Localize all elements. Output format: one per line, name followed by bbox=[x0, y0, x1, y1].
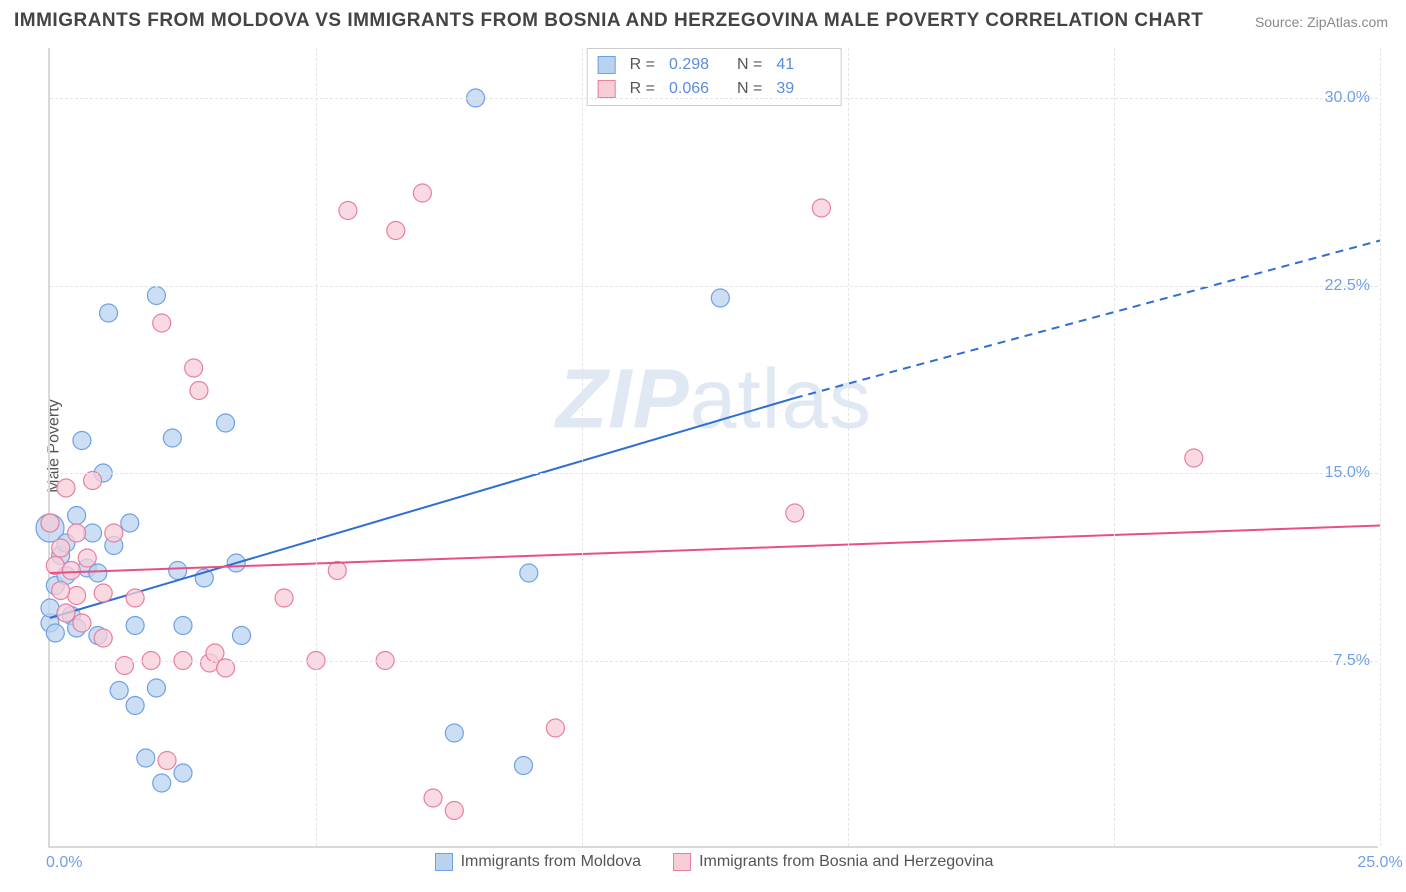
gridline-vertical bbox=[1114, 48, 1115, 846]
gridline-horizontal bbox=[50, 98, 1378, 99]
data-point-moldova bbox=[41, 599, 59, 617]
data-point-bosnia bbox=[68, 524, 86, 542]
data-point-bosnia bbox=[445, 802, 463, 820]
data-point-moldova bbox=[147, 679, 165, 697]
data-point-moldova bbox=[73, 432, 91, 450]
gridline-horizontal bbox=[50, 661, 1378, 662]
data-point-moldova bbox=[520, 564, 538, 582]
data-point-bosnia bbox=[73, 614, 91, 632]
data-point-moldova bbox=[174, 764, 192, 782]
data-point-moldova bbox=[153, 774, 171, 792]
data-point-bosnia bbox=[126, 589, 144, 607]
data-point-moldova bbox=[514, 757, 532, 775]
data-point-bosnia bbox=[105, 524, 123, 542]
gridline-horizontal bbox=[50, 473, 1378, 474]
data-point-bosnia bbox=[84, 472, 102, 490]
data-point-moldova bbox=[84, 524, 102, 542]
data-point-bosnia bbox=[546, 719, 564, 737]
legend-r-label: R = bbox=[630, 53, 655, 77]
series-legend: Immigrants from Moldova Immigrants from B… bbox=[50, 853, 1378, 876]
correlation-legend-row: R = 0.298 N = 41 bbox=[598, 53, 831, 77]
data-point-moldova bbox=[217, 414, 235, 432]
data-point-moldova bbox=[46, 624, 64, 642]
data-point-bosnia bbox=[217, 659, 235, 677]
data-point-bosnia bbox=[78, 549, 96, 567]
data-point-moldova bbox=[163, 429, 181, 447]
source-label: Source: bbox=[1255, 14, 1303, 30]
trendline-moldova bbox=[50, 398, 795, 618]
legend-swatch-bosnia bbox=[598, 80, 616, 98]
gridline-vertical bbox=[1380, 48, 1381, 846]
data-point-bosnia bbox=[339, 202, 357, 220]
data-point-moldova bbox=[233, 627, 251, 645]
data-point-moldova bbox=[174, 617, 192, 635]
data-point-moldova bbox=[68, 507, 86, 525]
data-point-bosnia bbox=[153, 314, 171, 332]
data-point-bosnia bbox=[94, 584, 112, 602]
series-legend-item-bosnia: Immigrants from Bosnia and Herzegovina bbox=[673, 853, 993, 871]
series-legend-label: Immigrants from Bosnia and Herzegovina bbox=[699, 853, 993, 871]
data-point-bosnia bbox=[158, 752, 176, 770]
data-point-bosnia bbox=[94, 629, 112, 647]
data-point-moldova bbox=[110, 682, 128, 700]
legend-n-value: 41 bbox=[776, 53, 830, 77]
gridline-vertical bbox=[582, 48, 583, 846]
data-point-bosnia bbox=[275, 589, 293, 607]
gridline-vertical bbox=[316, 48, 317, 846]
data-point-bosnia bbox=[812, 199, 830, 217]
data-point-bosnia bbox=[41, 514, 59, 532]
data-point-bosnia bbox=[62, 562, 80, 580]
y-tick-label: 15.0% bbox=[1325, 464, 1370, 482]
trendline-bosnia bbox=[50, 526, 1380, 574]
data-point-moldova bbox=[445, 724, 463, 742]
data-point-bosnia bbox=[185, 359, 203, 377]
source-link[interactable]: ZipAtlas.com bbox=[1307, 14, 1388, 30]
series-legend-label: Immigrants from Moldova bbox=[461, 853, 642, 871]
gridline-horizontal bbox=[50, 286, 1378, 287]
data-point-bosnia bbox=[115, 657, 133, 675]
series-legend-item-moldova: Immigrants from Moldova bbox=[435, 853, 642, 871]
chart-plot-area: ZIPatlas R =0.298N =41R =0.066N =39 Immi… bbox=[48, 48, 1378, 848]
data-point-bosnia bbox=[328, 562, 346, 580]
data-point-bosnia bbox=[786, 504, 804, 522]
y-tick-label: 22.5% bbox=[1325, 277, 1370, 295]
data-point-bosnia bbox=[424, 789, 442, 807]
data-point-bosnia bbox=[52, 582, 70, 600]
data-point-bosnia bbox=[206, 644, 224, 662]
data-point-bosnia bbox=[52, 539, 70, 557]
data-point-moldova bbox=[89, 564, 107, 582]
data-point-bosnia bbox=[57, 604, 75, 622]
legend-r-value: 0.298 bbox=[669, 53, 723, 77]
chart-title: IMMIGRANTS FROM MOLDOVA VS IMMIGRANTS FR… bbox=[14, 10, 1203, 32]
legend-swatch-moldova bbox=[435, 853, 453, 871]
x-tick-label: 25.0% bbox=[1357, 854, 1402, 872]
y-tick-label: 7.5% bbox=[1334, 652, 1370, 670]
data-point-bosnia bbox=[1185, 449, 1203, 467]
data-point-moldova bbox=[169, 562, 187, 580]
data-point-bosnia bbox=[57, 479, 75, 497]
data-point-bosnia bbox=[387, 222, 405, 240]
trendline-moldova-extrapolated bbox=[795, 241, 1380, 399]
data-point-moldova bbox=[126, 617, 144, 635]
gridline-vertical bbox=[848, 48, 849, 846]
data-point-moldova bbox=[121, 514, 139, 532]
data-point-moldova bbox=[137, 749, 155, 767]
data-point-moldova bbox=[126, 697, 144, 715]
data-point-moldova bbox=[100, 304, 118, 322]
legend-swatch-moldova bbox=[598, 56, 616, 74]
data-point-bosnia bbox=[413, 184, 431, 202]
data-point-moldova bbox=[711, 289, 729, 307]
data-point-moldova bbox=[147, 287, 165, 305]
data-point-bosnia bbox=[68, 587, 86, 605]
y-tick-label: 30.0% bbox=[1325, 89, 1370, 107]
legend-swatch-bosnia bbox=[673, 853, 691, 871]
x-tick-label: 0.0% bbox=[46, 854, 82, 872]
source-attribution: Source: ZipAtlas.com bbox=[1255, 14, 1388, 30]
chart-container: IMMIGRANTS FROM MOLDOVA VS IMMIGRANTS FR… bbox=[0, 0, 1406, 892]
legend-n-label: N = bbox=[737, 53, 762, 77]
data-point-bosnia bbox=[190, 382, 208, 400]
scatter-svg bbox=[50, 48, 1378, 846]
